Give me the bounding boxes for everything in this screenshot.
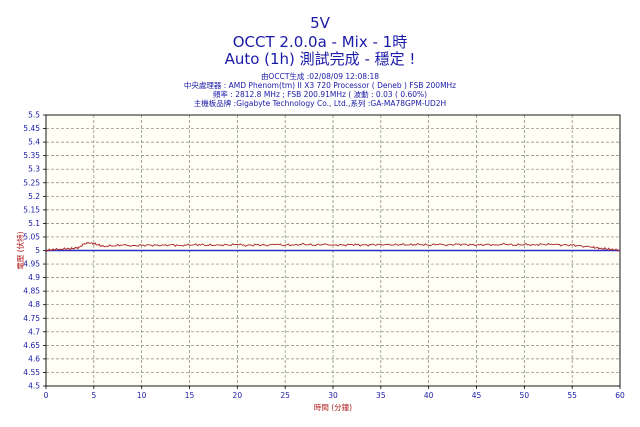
y-tick-label: 5 [35, 246, 40, 255]
y-tick-label: 5.45 [23, 124, 40, 133]
y-tick-label: 5.1 [28, 219, 40, 228]
x-tick-label: 15 [185, 391, 195, 400]
y-tick-label: 5.25 [23, 178, 40, 187]
y-tick-label: 4.55 [23, 368, 40, 377]
info-cpu: 中央處理器 : AMD Phenom(tm) II X3 720 Process… [183, 81, 457, 90]
y-tick-label: 5.3 [28, 165, 40, 174]
x-tick-label: 10 [137, 391, 147, 400]
y-tick-label: 5.4 [28, 138, 40, 147]
y-tick-label: 4.6 [28, 354, 40, 363]
y-tick-label: 4.5 [28, 382, 40, 391]
chart-title-program: OCCT 2.0.0a - Mix - 1時 [232, 33, 408, 51]
x-tick-label: 45 [472, 391, 482, 400]
y-tick-label: 4.8 [28, 300, 40, 309]
info-generated: 由OCCT生成 :02/08/09 12:08:18 [260, 72, 380, 81]
x-tick-label: 25 [280, 391, 290, 400]
y-tick-label: 5.05 [23, 232, 40, 241]
x-tick-label: 20 [233, 391, 243, 400]
x-tick-label: 0 [44, 391, 49, 400]
x-tick-label: 5 [91, 391, 96, 400]
x-tick-label: 55 [567, 391, 577, 400]
chart-subtitle-result: Auto (1h) 測試完成 - 穩定 ! [224, 50, 416, 68]
x-tick-label: 50 [520, 391, 530, 400]
y-tick-label: 4.85 [23, 287, 40, 296]
info-motherboard: 主機板品牌 :Gigabyte Technology Co., Ltd.,系列 … [193, 99, 447, 108]
y-tick-label: 5.35 [23, 151, 40, 160]
y-tick-label: 5.15 [23, 205, 40, 214]
y-tick-label: 5.2 [28, 192, 40, 201]
x-tick-label: 30 [328, 391, 338, 400]
y-tick-label: 4.7 [28, 327, 40, 336]
y-tick-label: 5.5 [28, 111, 40, 120]
y-tick-label: 4.9 [28, 273, 40, 282]
y-tick-label: 4.95 [23, 260, 40, 269]
y-tick-label: 4.75 [23, 314, 40, 323]
x-axis-title: 時間 (分鐘) [314, 402, 352, 412]
info-frequency: 頻率 : 2812.8 MHz ; FSB 200.91MHz ( 波動 : 0… [212, 90, 428, 99]
x-tick-label: 40 [424, 391, 434, 400]
y-tick-label: 4.65 [23, 341, 40, 350]
x-tick-label: 35 [376, 391, 386, 400]
y-axis-title: 電壓 (伏特) [15, 231, 25, 269]
chart-title-voltage: 5V [310, 14, 330, 32]
voltage-series-line [45, 241, 621, 252]
x-tick-label: 60 [615, 391, 625, 400]
